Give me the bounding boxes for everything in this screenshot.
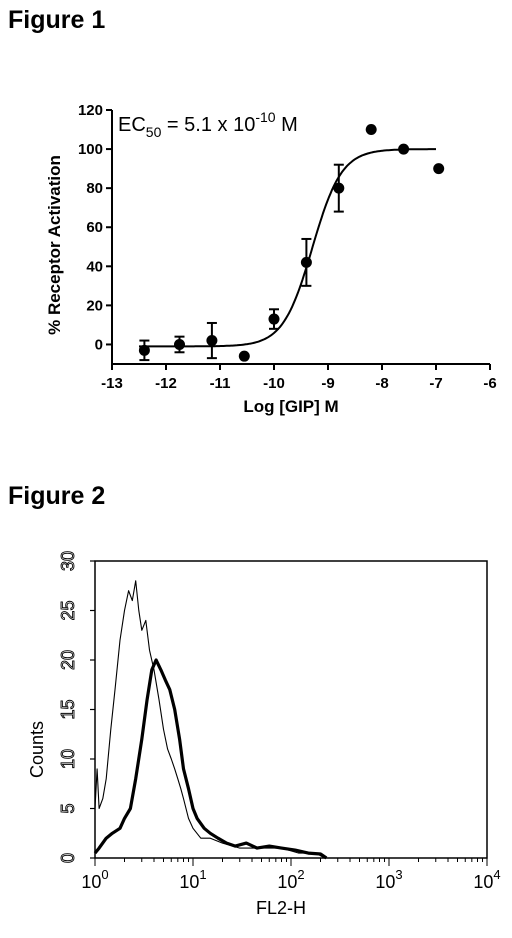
ec50-suffix: M (276, 114, 298, 136)
y-tick-label: 80 (86, 180, 103, 197)
x-tick-base: 10 (277, 872, 297, 892)
data-point (238, 350, 250, 362)
x-tick-label: -8 (375, 375, 388, 392)
y-tick-label: 40 (86, 258, 103, 275)
x-tick-base: 10 (473, 872, 493, 892)
x-tick-exponent: 0 (101, 867, 108, 882)
x-tick-label: -7 (429, 375, 442, 392)
x-tick-label: -9 (321, 375, 334, 392)
x-tick-label: 103 (375, 867, 402, 892)
x-tick-base: 10 (375, 872, 395, 892)
x-tick-label: -13 (101, 375, 123, 392)
figure-1-chart: 0 20 40 60 80 100 120 -13 -12 -11 -10 -9 -8 -7 -6 Log [… (45, 102, 497, 416)
x-tick-label: 100 (81, 867, 108, 892)
x-tick-base: 10 (81, 872, 101, 892)
data-point (333, 182, 345, 194)
data-point (174, 338, 185, 350)
data-point (138, 344, 150, 356)
x-tick-label: -12 (155, 375, 177, 392)
y-tick-label: 60 (86, 219, 103, 236)
y-axis-label: % Receptor Activation (45, 155, 64, 335)
data-point (206, 335, 218, 347)
x-tick-label: -6 (483, 375, 496, 392)
figure-1-title: Figure 1 (8, 6, 106, 34)
y-tick-label: 0 (58, 853, 78, 863)
y-tick-label: 30 (58, 551, 78, 571)
x-tick-label: -10 (263, 375, 285, 392)
x-tick-label: 104 (473, 867, 500, 892)
x-axis-label: Log [GIP] M (243, 397, 338, 416)
y-tick-label: 5 (58, 803, 78, 813)
y-tick-label: 15 (58, 699, 78, 719)
ec50-exponent: -10 (255, 109, 275, 125)
y-tick-label: 25 (58, 600, 78, 620)
plot-frame (94, 560, 488, 859)
x-axis-label: FL2-H (256, 898, 306, 918)
x-tick-exponent: 3 (395, 867, 402, 882)
y-tick-label: 10 (58, 749, 78, 769)
histogram-thin-trace (94, 580, 325, 859)
x-tick-label: 101 (179, 867, 206, 892)
x-tick-exponent: 2 (297, 867, 304, 882)
y-tick-label: 20 (86, 297, 103, 314)
x-tick-exponent: 1 (199, 867, 206, 882)
x-tick-label: -11 (210, 375, 231, 392)
data-point (365, 124, 377, 136)
x-tick-exponent: 4 (493, 867, 500, 882)
y-tick-label: 0 (95, 336, 103, 353)
figure-2-title: Figure 2 (8, 482, 106, 510)
histogram-thick-trace (93, 658, 328, 860)
data-point (398, 143, 410, 155)
ec50-middle: = 5.1 x 10 (161, 114, 255, 136)
ec50-prefix: EC (118, 114, 146, 136)
y-tick-label: 100 (78, 141, 103, 158)
fit-curve (139, 148, 436, 348)
data-point (433, 163, 445, 175)
y-axis-label: Counts (27, 721, 47, 778)
data-point (300, 256, 312, 268)
x-tick-base: 10 (179, 872, 199, 892)
y-tick-label: 20 (58, 650, 78, 670)
ec50-subscript: 50 (146, 124, 162, 140)
y-tick-label: 120 (78, 102, 103, 119)
ec50-annotation: EC50 = 5.1 x 10-10 M (118, 109, 298, 140)
data-point (268, 313, 280, 325)
x-tick-label: 102 (277, 867, 304, 892)
